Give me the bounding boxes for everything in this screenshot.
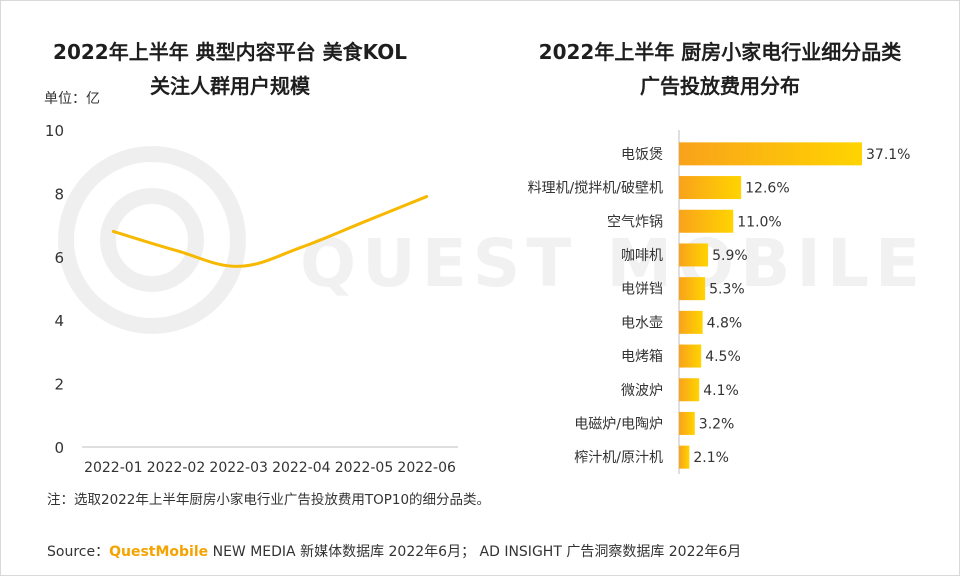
right-chart-title-line2: 广告投放费用分布 [640, 74, 800, 98]
bar [679, 277, 706, 301]
bar-value-label: 3.2% [699, 416, 735, 432]
bar [679, 142, 862, 166]
bar-value-label: 5.9% [712, 248, 748, 264]
bar [679, 378, 700, 402]
source-rest: NEW MEDIA 新媒体数据库 2022年6月； AD INSIGHT 广告洞… [208, 544, 742, 560]
bar-value-label: 37.1% [866, 147, 910, 163]
x-tick-label: 2022-06 [397, 460, 456, 476]
bar [679, 445, 690, 469]
category-label: 榨汁机/原汁机 [574, 449, 663, 466]
y-tick-label: 6 [54, 249, 64, 267]
bar-value-label: 4.8% [707, 315, 743, 331]
bar-value-label: 5.3% [709, 282, 745, 298]
x-tick-label: 2022-03 [209, 460, 268, 476]
y-axis-unit-label: 单位：亿 [44, 91, 100, 107]
y-tick-label: 8 [54, 185, 64, 203]
watermark-text: QUEST MOBILE [300, 225, 927, 302]
bar-value-label: 11.0% [737, 214, 781, 230]
right-chart-title-line1: 2022年上半年 厨房小家电行业细分品类 [538, 40, 902, 64]
bar-value-label: 2.1% [693, 450, 729, 466]
bar-value-label: 12.6% [745, 181, 789, 197]
bar-chart: 电饭煲 37.1% 料理机/搅拌机/破壁机 12.6% 空气炸锅 11.0% 咖啡机 5.9%… [528, 130, 910, 474]
category-label: 微波炉 [621, 383, 663, 399]
watermark-logo-icon [58, 146, 246, 334]
category-label: 电烤箱 [621, 349, 663, 365]
bar [679, 344, 702, 368]
y-tick-label: 10 [45, 122, 64, 140]
x-tick-label: 2022-02 [147, 460, 206, 476]
category-label: 空气炸锅 [607, 214, 663, 230]
series-line [111, 195, 429, 268]
category-label: 电磁炉/电陶炉 [574, 416, 663, 432]
x-tick-label: 2022-04 [272, 460, 331, 476]
source-line: Source：QuestMobile NEW MEDIA 新媒体数据库 2022… [47, 541, 741, 561]
bar-value-label: 4.5% [705, 349, 741, 365]
left-chart-title-line2: 关注人群用户规模 [150, 74, 310, 98]
category-label: 电饭煲 [621, 146, 663, 163]
left-chart-title-line1: 2022年上半年 典型内容平台 美食KOL [53, 40, 407, 64]
footnote: 注：选取2022年上半年厨房小家电行业广告投放费用TOP10的细分品类。 [47, 492, 491, 508]
category-label: 料理机/搅拌机/破壁机 [528, 181, 663, 197]
bar [679, 243, 709, 267]
bar [679, 209, 734, 233]
left-chart-title: 2022年上半年 典型内容平台 美食KOL 关注人群用户规模 [30, 35, 430, 103]
x-tick-label: 2022-01 [84, 460, 143, 476]
category-label: 电饼铛 [621, 282, 663, 298]
category-label: 咖啡机 [621, 248, 663, 264]
source-brand: QuestMobile [109, 544, 209, 560]
bar [679, 310, 703, 334]
y-tick-label: 2 [54, 376, 64, 394]
y-tick-label: 4 [54, 312, 64, 330]
bar-value-label: 4.1% [703, 383, 739, 399]
x-tick-label: 2022-05 [335, 460, 394, 476]
right-chart-title: 2022年上半年 厨房小家电行业细分品类 广告投放费用分布 [500, 35, 940, 103]
category-label: 电水壶 [621, 315, 663, 331]
bar [679, 176, 742, 200]
source-prefix: Source： [47, 544, 110, 560]
y-tick-label: 0 [54, 439, 64, 457]
bar [679, 411, 695, 435]
